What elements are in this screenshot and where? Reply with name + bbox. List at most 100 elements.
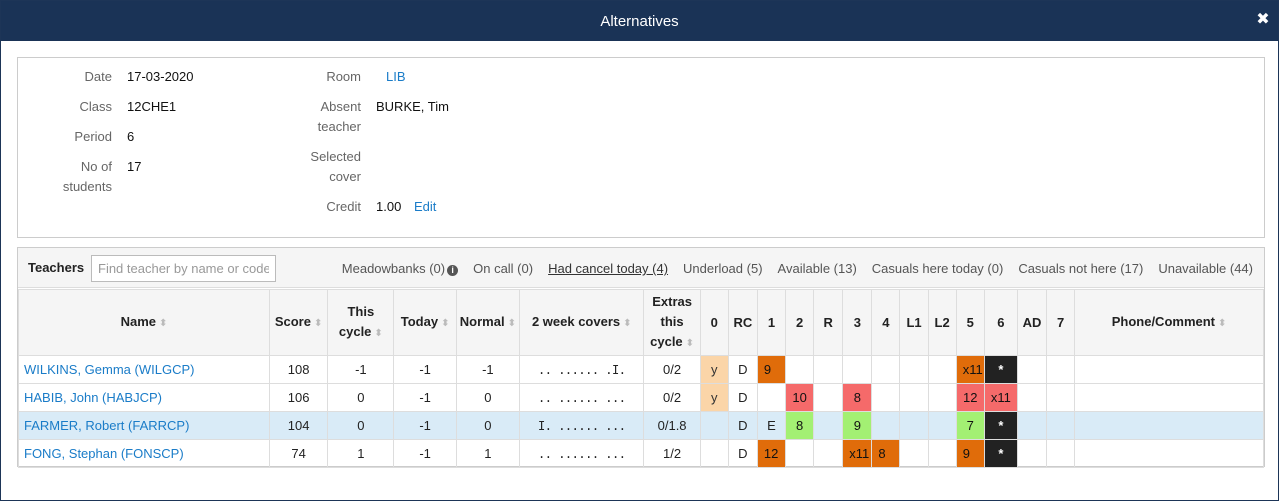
col-p3: 3: [842, 289, 873, 356]
col-p2: 2: [785, 289, 815, 356]
credit-value: 1.00: [376, 199, 402, 214]
this-cycle-cell: -1: [327, 355, 395, 384]
p1-cell: [756, 383, 787, 412]
today-cell: -1: [393, 383, 457, 412]
cover-label-1: Selected: [310, 149, 361, 164]
col-p7: 7: [1046, 289, 1076, 356]
p0-cell: [699, 411, 729, 440]
phone-cell: [1074, 383, 1264, 412]
col-name[interactable]: Name ⬍: [18, 289, 270, 356]
extras-cell: 0/1.8: [643, 411, 701, 440]
rc-cell: D: [727, 439, 758, 468]
phone-cell: [1074, 411, 1264, 440]
p5-cell: 12: [955, 383, 985, 412]
p2-cell: [785, 355, 815, 384]
p3-cell: [842, 355, 873, 384]
l1-cell: [899, 383, 929, 412]
absent-label-1: Absent: [320, 99, 361, 114]
p3-cell: x11: [842, 439, 873, 468]
p7-cell: [1046, 383, 1076, 412]
today-cell: -1: [393, 355, 457, 384]
date-label: Date: [84, 69, 112, 84]
col-two-week-label: 2 week covers: [531, 313, 621, 329]
two-week-cell: .. ...... .I.: [518, 355, 645, 384]
today-cell: -1: [393, 439, 457, 468]
normal-cell: -1: [455, 355, 520, 384]
phone-cell: [1074, 439, 1264, 468]
ad-cell: [1016, 439, 1048, 468]
col-phone-label: Phone/Comment: [1111, 313, 1216, 329]
teacher-search-input[interactable]: [91, 255, 276, 282]
p7-cell: [1046, 411, 1076, 440]
dialog-title: Alternatives: [600, 12, 679, 30]
l1-cell: [899, 355, 929, 384]
absent-teacher-value: BURKE, Tim: [376, 99, 449, 114]
col-this-cycle[interactable]: This cycle ⬍: [327, 289, 395, 356]
table-row[interactable]: FARMER, Robert (FARRCP) 104 0 -1 0 I. ..…: [18, 411, 1264, 440]
col-l2: L2: [927, 289, 957, 356]
col-p1: 1: [756, 289, 787, 356]
ad-cell: [1016, 383, 1048, 412]
p6-cell: x11: [983, 383, 1018, 412]
col-p4: 4: [871, 289, 901, 356]
filter-meadowbanks[interactable]: Meadowbanks (0) i: [342, 261, 459, 276]
extras-cell: 1/2: [643, 439, 701, 468]
students-value: 17: [127, 159, 142, 174]
teacher-name-link[interactable]: HABIB, John (HABJCP): [18, 383, 270, 412]
p2-cell: 8: [785, 411, 815, 440]
l1-cell: [899, 439, 929, 468]
col-normal[interactable]: Normal ⬍: [455, 289, 520, 356]
col-two-week-covers[interactable]: 2 week covers ⬍: [518, 289, 645, 356]
class-label: Class: [79, 99, 112, 114]
filter-had-cancel-today[interactable]: Had cancel today (4): [548, 261, 669, 276]
sort-icon: ⬍: [374, 327, 383, 339]
p7-cell: [1046, 355, 1076, 384]
table-row[interactable]: HABIB, John (HABJCP) 106 0 -1 0 .. .....…: [18, 383, 1264, 412]
info-icon[interactable]: i: [447, 265, 459, 276]
teacher-name-link[interactable]: FARMER, Robert (FARRCP): [18, 411, 270, 440]
l2-cell: [927, 411, 957, 440]
p2-cell: 10: [785, 383, 815, 412]
col-p0: 0: [699, 289, 729, 356]
two-week-cell: .. ...... ...: [518, 439, 645, 468]
dialog-titlebar: Alternatives ✖: [1, 1, 1278, 41]
filter-underload[interactable]: Underload (5): [683, 261, 763, 276]
col-this-cycle-label-1: This: [347, 303, 375, 319]
teacher-name-link[interactable]: WILKINS, Gemma (WILGCP): [18, 355, 270, 384]
col-name-label: Name: [120, 313, 157, 329]
p1-cell: 9: [756, 355, 787, 384]
two-week-cell: I. ...... ...: [518, 411, 645, 440]
table-row[interactable]: WILKINS, Gemma (WILGCP) 108 -1 -1 -1 .. …: [18, 355, 1264, 384]
room-link[interactable]: LIB: [386, 69, 406, 84]
col-score[interactable]: Score ⬍: [268, 289, 329, 356]
p4-cell: [871, 383, 901, 412]
sort-icon: ⬍: [313, 317, 323, 329]
table-row[interactable]: FONG, Stephan (FONSCP) 74 1 -1 1 .. ....…: [18, 439, 1264, 468]
filter-available[interactable]: Available (13): [777, 261, 857, 276]
teachers-label: Teachers: [28, 260, 85, 275]
room-label: Room: [326, 69, 361, 84]
filter-casuals-not-here[interactable]: Casuals not here (17): [1018, 261, 1144, 276]
normal-cell: 0: [455, 411, 520, 440]
p4-cell: [871, 355, 901, 384]
col-today-label: Today: [400, 313, 439, 329]
p0-cell: [699, 439, 729, 468]
teacher-name-link[interactable]: FONG, Stephan (FONSCP): [18, 439, 270, 468]
cover-label-2: cover: [329, 169, 361, 184]
class-value: 12CHE1: [127, 99, 177, 114]
p5-cell: 7: [955, 411, 985, 440]
filter-unavailable[interactable]: Unavailable (44): [1158, 261, 1253, 276]
col-today[interactable]: Today ⬍: [393, 289, 457, 356]
col-phone-comment[interactable]: Phone/Comment ⬍: [1074, 289, 1264, 356]
filter-on-call[interactable]: On call (0): [473, 261, 534, 276]
teacher-filters: Meadowbanks (0) i On call (0) Had cancel …: [327, 261, 1253, 276]
close-icon[interactable]: ✖: [1256, 11, 1270, 28]
edit-credit-link[interactable]: Edit: [414, 199, 437, 214]
p6-cell: *: [983, 411, 1018, 440]
col-extras[interactable]: Extras this cycle ⬍: [643, 289, 701, 356]
filter-casuals-here-today[interactable]: Casuals here today (0): [871, 261, 1004, 276]
score-cell: 74: [268, 439, 329, 468]
col-l1: L1: [899, 289, 929, 356]
col-ad: AD: [1016, 289, 1048, 356]
